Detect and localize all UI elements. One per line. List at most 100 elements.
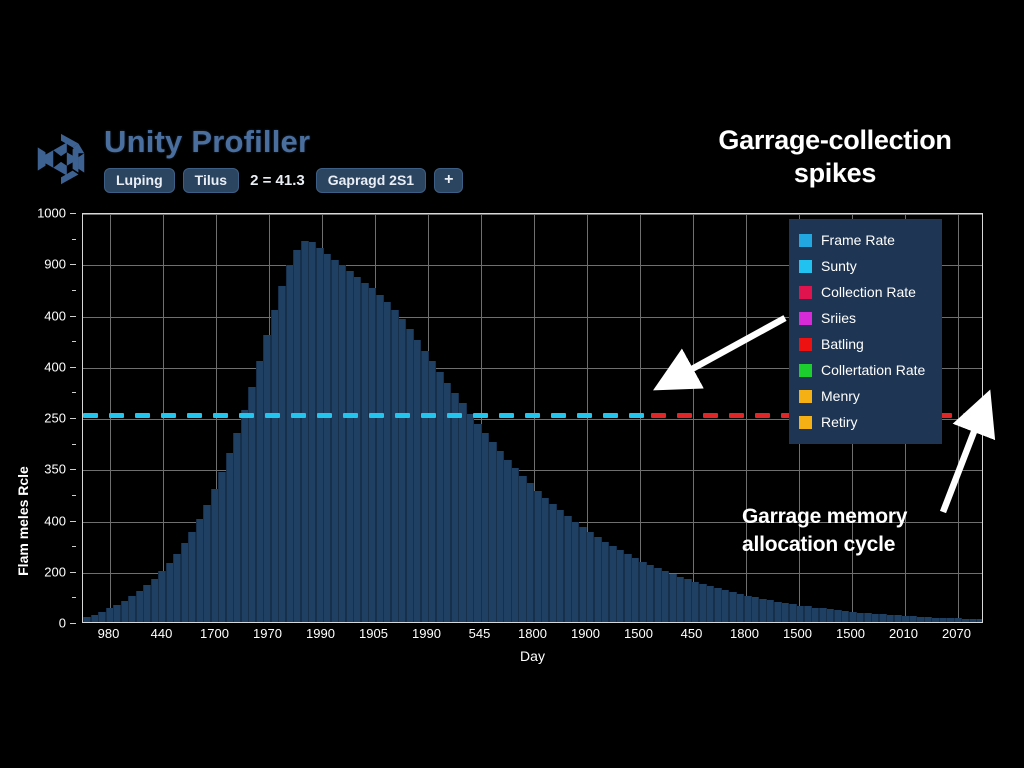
y-tick-mark [70,418,76,419]
gridline-horizontal [83,367,982,369]
toolbar-button-tilus[interactable]: Tilus [182,168,240,193]
annotation-line1: Garrage memory [742,505,908,528]
toolbar-add-button[interactable]: + [434,168,464,193]
threshold-dash-red [702,412,718,418]
y-tick-label: 400 [44,308,66,323]
y-tick-label: 400 [44,359,66,375]
gridline-vertical [162,214,164,622]
gridline-horizontal [83,316,982,318]
legend-item[interactable]: Sunty [799,253,932,279]
x-tick-label: 1500 [836,626,865,641]
y-axis-title: Flam meles Rcle [15,466,31,576]
threshold-dash-cyan [83,412,98,418]
y-tick-mark [70,623,76,624]
y-tick-label: 200 [44,564,66,580]
y-tick-mark [70,315,76,317]
toolbar-button-luping[interactable]: Luping [104,168,175,193]
threshold-dash-cyan [629,412,644,418]
threshold-dash-cyan [317,412,332,418]
threshold-dash-cyan [187,412,202,418]
toolbar-button-gapragd[interactable]: Gapragd 2S1 [315,168,427,193]
legend-item[interactable]: Collection Rate [799,279,932,305]
legend-swatch-icon [799,285,812,299]
gridline-horizontal [83,419,982,420]
y-tick-mark [70,213,76,214]
x-tick-label: 545 [468,626,491,641]
x-tick-label: 1970 [253,626,282,641]
x-axis-title: Day [520,648,545,664]
legend-swatch-icon [799,415,812,429]
threshold-dash-cyan [577,412,592,418]
unity-cube-icon [30,128,92,190]
threshold-dash-cyan [473,412,488,418]
threshold-dash-cyan [499,412,514,418]
y-tick-mark [70,571,76,573]
threshold-dash-cyan [525,412,540,418]
legend-item-label: Sriies [821,310,857,326]
gridline-vertical [639,214,641,622]
x-tick-label: 1900 [571,626,600,641]
legend-item-label: Collection Rate [821,284,916,300]
legend-swatch-icon [799,233,812,247]
y-tick-label: 900 [44,256,66,272]
threshold-dash-cyan [395,412,410,418]
threshold-dash-cyan [213,412,228,418]
x-tick-label: 1800 [730,626,759,641]
legend-item-label: Frame Rate [821,232,895,248]
legend-item[interactable]: Batling [799,331,932,357]
bar [976,619,982,622]
threshold-dash-red [650,412,666,418]
gridline-vertical [480,214,482,622]
x-axis-ticks: 980 440 1700 1970 1990 1905 1990 545 1800 1900 150… [82,626,983,652]
threshold-dash-cyan [135,412,150,418]
threshold-dash-red [780,412,796,418]
legend-item-label: Batling [821,336,864,352]
threshold-dash-cyan [421,412,436,418]
app-header: Unity Profiller Luping Tilus 2 = 41.3 Ga… [28,122,488,202]
threshold-dash-cyan [239,412,254,418]
gridline-horizontal [83,265,982,267]
threshold-dash-cyan [447,412,462,418]
y-tick-mark-minor [72,289,76,291]
chart-title-line2: spikes [793,158,877,188]
x-tick-label: 1700 [200,626,229,641]
legend-item[interactable]: Frame Rate [799,227,932,253]
x-tick-label: 440 [150,626,173,641]
y-tick-label: 1000 [37,205,66,221]
threshold-dash-cyan [551,412,566,418]
legend-item[interactable]: Retiry [799,409,932,435]
threshold-dash-cyan [265,412,280,418]
gridline-vertical [745,214,747,622]
threshold-dash-cyan [109,412,124,418]
gridline-horizontal [83,214,982,215]
legend-item-label: Sunty [821,258,857,274]
threshold-dash-red [676,412,692,418]
threshold-dash-cyan [603,412,618,418]
threshold-dash-cyan [343,412,358,418]
y-tick-mark-minor [72,341,76,343]
x-tick-label: 1990 [306,626,335,641]
profiler-toolbar: Luping Tilus 2 = 41.3 Gapragd 2S1 + [104,168,464,193]
x-tick-label: 2010 [889,626,918,641]
y-tick-mark-minor [72,443,76,445]
legend-item[interactable]: Sriies [799,305,932,331]
y-tick-label: 250 [44,410,66,426]
chart-title-line1: Garrage-collection [718,125,952,155]
legend-item-label: Retiry [821,414,858,430]
y-tick-label: 400 [44,513,66,528]
y-tick-mark [70,264,76,266]
x-tick-label: 1990 [412,626,441,641]
y-tick-mark [70,366,76,368]
y-tick-mark [70,469,76,471]
gridline-vertical [215,214,217,622]
gridline-vertical [586,214,588,622]
y-tick-mark-minor [72,597,76,599]
x-tick-label: 1500 [624,626,653,641]
app-title: Unity Profiller [104,124,311,159]
annotation-line2: allocation cycle [742,533,896,556]
legend-item-label: Collertation Rate [821,362,926,378]
legend-item[interactable]: Collertation Rate [799,357,932,383]
y-tick-mark-minor [72,392,76,394]
gridline-vertical [692,214,694,622]
legend-item[interactable]: Menry [799,383,932,409]
